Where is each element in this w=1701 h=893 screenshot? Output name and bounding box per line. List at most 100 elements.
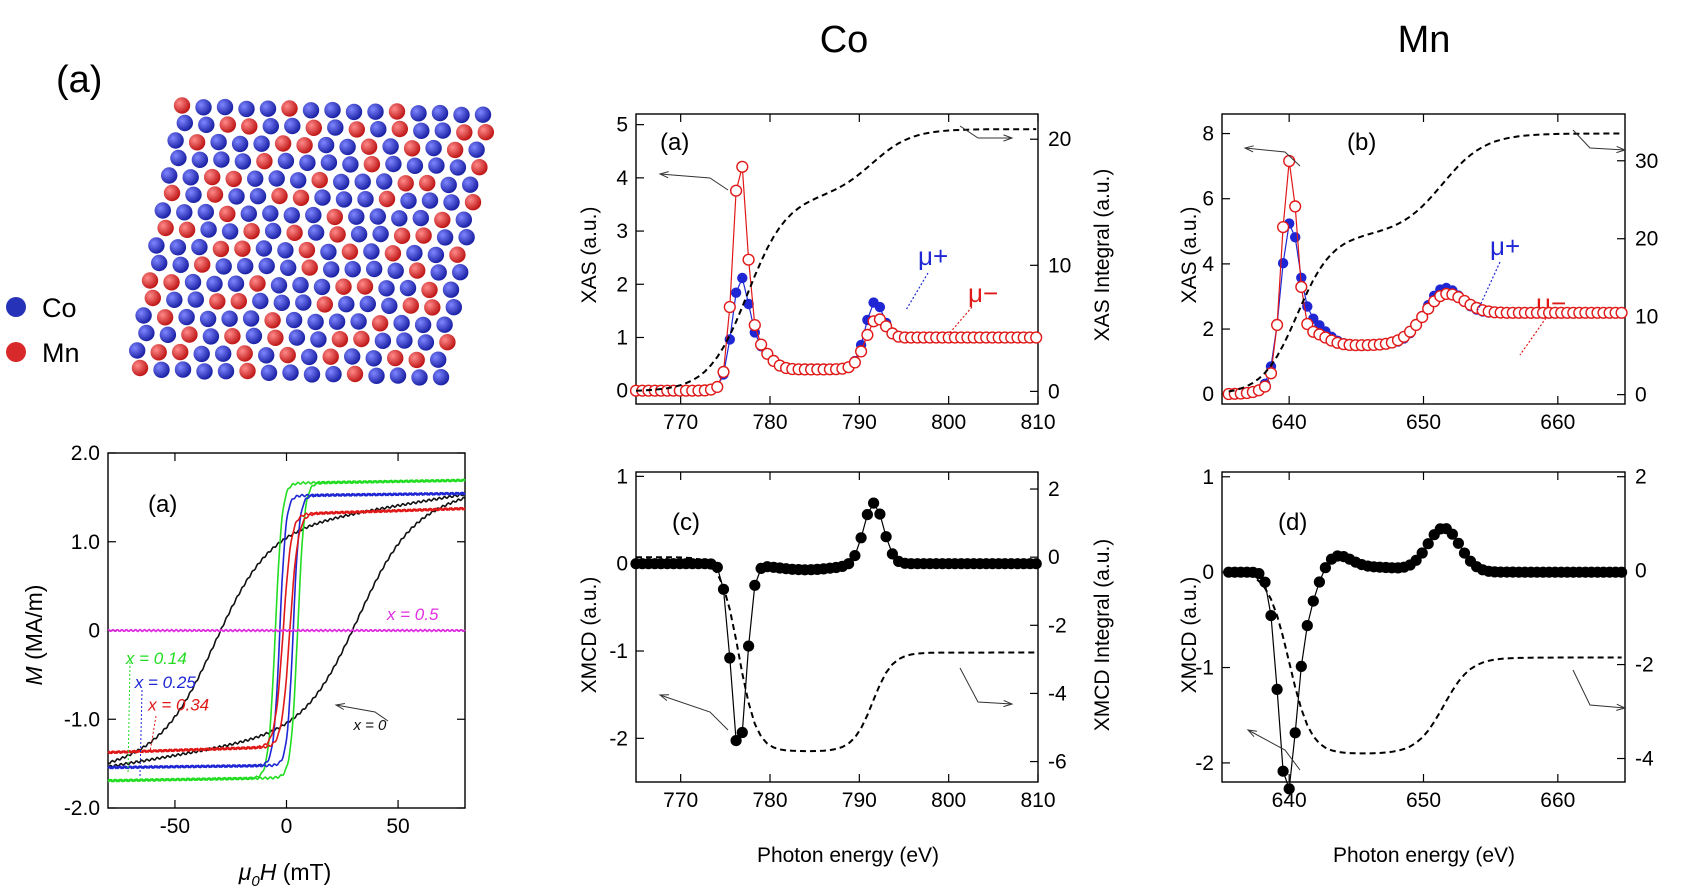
co-atom bbox=[221, 310, 238, 327]
mn-atom bbox=[296, 137, 313, 154]
mn-xas-panel-label: (b) bbox=[1347, 129, 1376, 156]
y-tick-label: -2 bbox=[609, 727, 628, 750]
xmcd-point bbox=[868, 497, 880, 509]
co-atom bbox=[215, 345, 232, 362]
co-atom bbox=[262, 118, 279, 135]
plot-frame bbox=[635, 471, 1039, 783]
co-atom bbox=[366, 260, 383, 278]
co-atom bbox=[172, 256, 189, 273]
mu-plus-point bbox=[730, 287, 742, 298]
mn-atom bbox=[279, 346, 296, 364]
hysteresis-chart: (a) μ0H (mT) M (MA/m) -50 0 50 -2.0 -1.0 0 1.0… bbox=[21, 442, 466, 890]
axis-arrow-0-head bbox=[658, 171, 669, 179]
co-atom bbox=[198, 116, 215, 133]
mu-minus-point bbox=[723, 300, 736, 314]
x-tick-label: 640 bbox=[1272, 789, 1307, 812]
xmcd-point bbox=[1265, 610, 1277, 622]
mn-atom bbox=[415, 227, 432, 244]
y-tick-label: 1 bbox=[616, 465, 628, 488]
xmcd-point bbox=[749, 579, 761, 591]
co-xas-chart: (a) XAS (a.u.) XAS Integral (a.u.) μ+ μ−… bbox=[578, 113, 1114, 434]
co-atom bbox=[202, 328, 220, 345]
mn-atom bbox=[204, 168, 221, 186]
axis-arrow-0 bbox=[659, 694, 729, 731]
xmcd-point bbox=[843, 558, 855, 570]
mn-atom bbox=[178, 221, 196, 238]
co-atom bbox=[323, 261, 340, 278]
right-tick-label: 10 bbox=[1048, 254, 1071, 277]
mu-plus-point bbox=[874, 301, 886, 313]
co-atom bbox=[238, 100, 255, 118]
co-atom bbox=[199, 310, 217, 328]
mu-minus-leader bbox=[1519, 317, 1547, 356]
y-tick-label: 0 bbox=[616, 553, 628, 576]
mn-atom bbox=[163, 274, 180, 291]
axis-arrow-1 bbox=[959, 667, 1013, 705]
co-atom bbox=[234, 153, 252, 170]
co-atom bbox=[242, 310, 260, 327]
xmcd-point bbox=[849, 550, 861, 562]
co-atom bbox=[216, 98, 234, 116]
mn-atom bbox=[471, 159, 488, 176]
mn-atom bbox=[311, 171, 328, 189]
mn-atom bbox=[331, 331, 349, 348]
mn-atom bbox=[326, 208, 343, 226]
y-tick-label: 2.0 bbox=[71, 442, 100, 465]
mn-atom bbox=[353, 330, 370, 348]
x-tick-label: 770 bbox=[663, 789, 698, 812]
co-mu-minus-label: μ− bbox=[968, 278, 998, 308]
co-atom bbox=[217, 363, 235, 380]
mn-atom bbox=[219, 116, 236, 133]
x-tick-label: 790 bbox=[842, 411, 877, 434]
co-atom bbox=[328, 313, 346, 330]
mu-minus-point bbox=[1283, 154, 1296, 168]
axis-arrow-0 bbox=[659, 173, 729, 191]
co-atom bbox=[185, 186, 202, 203]
co-atom bbox=[327, 119, 344, 136]
mu-minus-point bbox=[1409, 318, 1423, 332]
co-atom bbox=[372, 225, 389, 243]
xmcd-point bbox=[1452, 537, 1464, 549]
y-tick-label: 1.0 bbox=[71, 531, 100, 554]
co-atom bbox=[258, 257, 275, 275]
co-atom bbox=[176, 114, 193, 132]
co-atom bbox=[200, 221, 217, 238]
mn-atom bbox=[219, 205, 236, 223]
co-atom bbox=[391, 210, 408, 227]
xmcd-point bbox=[1446, 528, 1458, 540]
co-atom bbox=[389, 367, 407, 384]
mu-plus-point bbox=[743, 298, 754, 310]
co-xas-panel-label: (a) bbox=[660, 129, 689, 156]
mn-atom bbox=[267, 329, 284, 346]
xmcd-point bbox=[874, 508, 886, 520]
mn-atom bbox=[402, 297, 419, 314]
axis-arrow-1-head bbox=[1003, 134, 1014, 142]
co-atom bbox=[370, 121, 387, 138]
co-atom bbox=[421, 192, 439, 209]
co-atom bbox=[313, 278, 331, 296]
co-atom bbox=[195, 99, 212, 116]
xmcd-point bbox=[861, 508, 874, 521]
co-atom bbox=[135, 307, 152, 324]
mn-atom bbox=[209, 293, 226, 310]
x-tick-label: 660 bbox=[1540, 411, 1575, 434]
xmcd-point bbox=[1271, 683, 1283, 696]
mn-atom bbox=[424, 299, 441, 316]
mn-atom bbox=[387, 349, 404, 367]
co-atom bbox=[178, 308, 195, 326]
mu-minus-point bbox=[1615, 306, 1628, 319]
x-tick-label: 810 bbox=[1020, 789, 1055, 812]
axis-arrow-1 bbox=[1572, 669, 1626, 709]
xmcd-point bbox=[1295, 660, 1307, 673]
mn-atom bbox=[144, 289, 161, 307]
co-atom bbox=[363, 243, 380, 260]
co-atom bbox=[345, 103, 363, 121]
y-tick-label: -1.0 bbox=[64, 708, 100, 731]
x-tick-label: 650 bbox=[1406, 411, 1441, 434]
co-atom bbox=[339, 138, 356, 156]
axis-arrow-1-head bbox=[1616, 145, 1627, 154]
co-atom bbox=[303, 366, 321, 383]
mn-atom bbox=[346, 365, 364, 383]
co-atom bbox=[184, 273, 202, 291]
co-atom bbox=[231, 135, 249, 153]
